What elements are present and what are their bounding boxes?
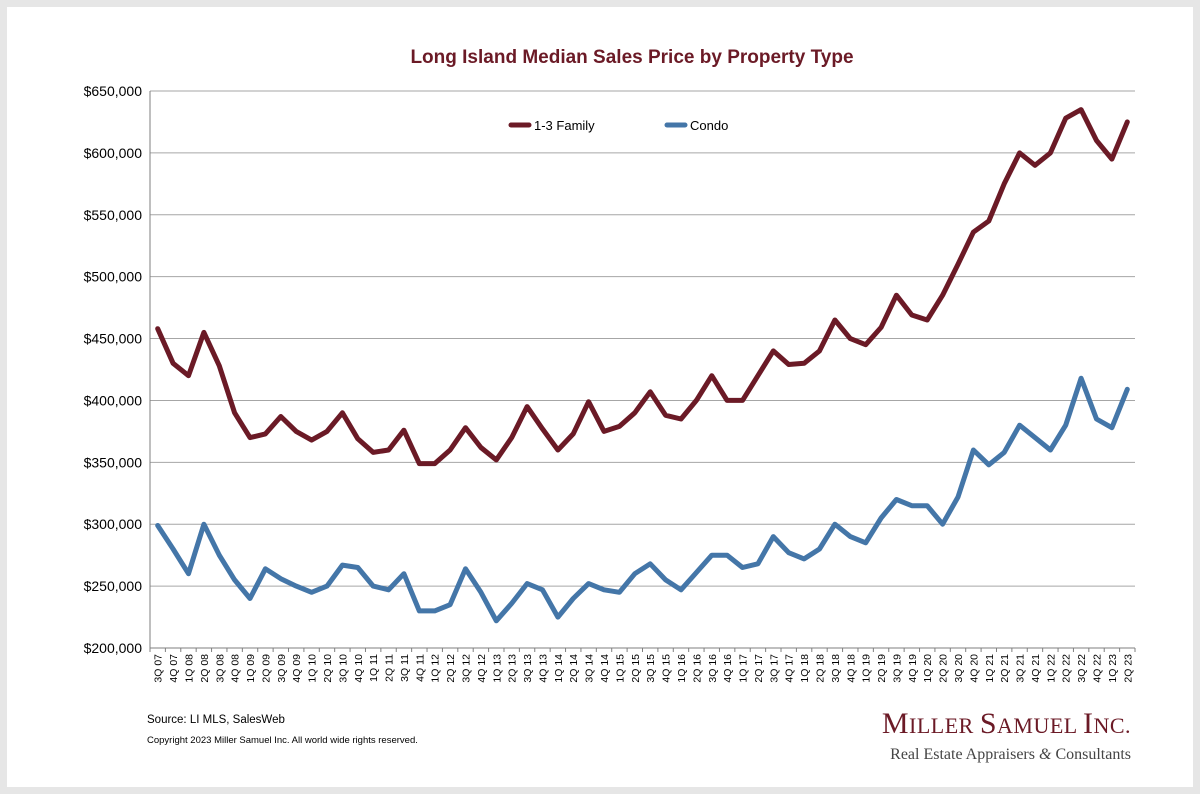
copyright-note: Copyright 2023 Miller Samuel Inc. All wo… bbox=[147, 735, 418, 746]
y-tick-label: $350,000 bbox=[84, 454, 143, 470]
x-tick-label: 2Q 11 bbox=[384, 654, 396, 682]
x-tick-label: 3Q 13 bbox=[522, 654, 534, 683]
x-tick-label: 1Q 09 bbox=[245, 654, 257, 683]
x-tick-label: 1Q 10 bbox=[307, 654, 319, 683]
x-tick-label: 1Q 22 bbox=[1045, 654, 1057, 683]
x-tick-label: 1Q 20 bbox=[922, 654, 934, 683]
logo-letter-s: S bbox=[979, 707, 998, 740]
x-tick-label: 4Q 17 bbox=[784, 654, 796, 683]
x-tick-label: 1Q 11 bbox=[368, 654, 380, 682]
legend: 1-3 Family Condo bbox=[508, 118, 728, 133]
y-tick-label: $200,000 bbox=[84, 640, 143, 656]
logo-letter-i: I bbox=[1082, 707, 1094, 740]
x-tick-label: 3Q 20 bbox=[953, 654, 965, 683]
x-tick-label: 1Q 15 bbox=[614, 654, 626, 683]
x-tick-label: 2Q 23 bbox=[1122, 654, 1134, 683]
x-tick-label: 3Q 09 bbox=[276, 654, 288, 683]
x-tick-label: 2Q 08 bbox=[199, 654, 211, 683]
y-tick-label: $250,000 bbox=[84, 578, 143, 594]
x-tick-label: 1Q 18 bbox=[799, 654, 811, 683]
y-tick-label: $650,000 bbox=[84, 83, 143, 99]
x-tick-label: 4Q 19 bbox=[907, 654, 919, 683]
x-tick-label: 2Q 22 bbox=[1061, 654, 1073, 683]
x-tick-label: 1Q 16 bbox=[676, 654, 688, 683]
source-note: Source: LI MLS, SalesWeb bbox=[147, 714, 285, 726]
logo-text-nc: NC. bbox=[1093, 713, 1131, 738]
x-tick-label: 4Q 10 bbox=[353, 654, 365, 683]
logo-tagline-after: Consultants bbox=[1051, 746, 1131, 763]
y-tick-label: $450,000 bbox=[84, 331, 143, 347]
logo-letter-m: M bbox=[881, 707, 910, 740]
x-tick-label: 3Q 11 bbox=[399, 654, 411, 682]
x-tick-label: 2Q 10 bbox=[322, 654, 334, 683]
logo-text-amuel: AMUEL bbox=[997, 713, 1083, 738]
x-tick-label: 2Q 20 bbox=[938, 654, 950, 683]
series-lines bbox=[155, 107, 1130, 624]
x-tick-label: 4Q 11 bbox=[414, 654, 426, 682]
x-tick-label: 2Q 17 bbox=[753, 654, 765, 683]
y-tick-label: $300,000 bbox=[84, 516, 143, 532]
x-tick-label: 2Q 16 bbox=[691, 654, 703, 683]
x-tick-label: 4Q 13 bbox=[537, 654, 549, 683]
x-tick-label: 4Q 20 bbox=[968, 654, 980, 683]
x-tick-label: 4Q 09 bbox=[291, 654, 303, 683]
x-tick-label: 4Q 07 bbox=[168, 654, 180, 683]
x-tick-label: 1Q 17 bbox=[738, 654, 750, 683]
chart-card: Long Island Median Sales Price by Proper… bbox=[7, 7, 1193, 787]
company-logo: MILLER SAMUEL INC. bbox=[882, 707, 1131, 741]
x-tick-label: 1Q 08 bbox=[183, 654, 195, 683]
logo-tagline-before: Real Estate Appraisers bbox=[890, 746, 1039, 763]
x-tick-label: 1Q 12 bbox=[430, 654, 442, 683]
x-tick-label: 2Q 15 bbox=[630, 654, 642, 683]
logo-tagline: Real Estate Appraisers & Consultants bbox=[890, 746, 1131, 764]
x-tick-label: 3Q 14 bbox=[584, 654, 596, 683]
chart-title: Long Island Median Sales Price by Proper… bbox=[410, 47, 853, 68]
x-tick-label: 3Q 15 bbox=[645, 654, 657, 683]
x-tick-label: 4Q 14 bbox=[599, 654, 611, 683]
y-tick-label: $500,000 bbox=[84, 269, 143, 285]
x-tick-label: 2Q 19 bbox=[876, 654, 888, 683]
x-tick-label: 3Q 17 bbox=[768, 654, 780, 683]
x-tick-label: 4Q 22 bbox=[1092, 654, 1104, 683]
legend-label: 1-3 Family bbox=[534, 118, 595, 133]
x-tick-label: 2Q 13 bbox=[507, 654, 519, 683]
x-tick-label: 3Q 07 bbox=[153, 654, 165, 683]
y-tick-label: $600,000 bbox=[84, 145, 143, 161]
y-tick-label: $400,000 bbox=[84, 392, 143, 408]
x-tick-label: 3Q 12 bbox=[461, 654, 473, 683]
series-line-condo bbox=[155, 375, 1130, 624]
x-tick-label: 2Q 09 bbox=[260, 654, 272, 683]
y-tick-label: $550,000 bbox=[84, 207, 143, 223]
x-tick-label: 4Q 12 bbox=[476, 654, 488, 683]
x-tick-label: 2Q 12 bbox=[445, 654, 457, 683]
logo-text-iller: ILLER bbox=[909, 713, 980, 738]
x-tick-label: 3Q 21 bbox=[1015, 654, 1027, 683]
x-tick-label: 2Q 14 bbox=[568, 654, 580, 683]
x-tick-label: 4Q 16 bbox=[722, 654, 734, 683]
x-tick-label: 3Q 08 bbox=[214, 654, 226, 683]
gridlines bbox=[149, 90, 1135, 649]
x-tick-label: 2Q 18 bbox=[814, 654, 826, 683]
x-axis-ticks: 3Q 07 4Q 07 1Q 08 2Q 08 3Q 08 4Q 08 1Q 09 2Q 09… bbox=[149, 648, 1136, 683]
x-tick-label: 1Q 23 bbox=[1107, 654, 1119, 683]
x-tick-label: 4Q 18 bbox=[845, 654, 857, 683]
line-chart: Long Island Median Sales Price by Proper… bbox=[84, 47, 1136, 683]
y-axis-ticks: $200,000 $250,000 $300,000 $350,000 $400,000… bbox=[84, 83, 143, 656]
legend-label: Condo bbox=[690, 118, 728, 133]
x-tick-label: 3Q 16 bbox=[707, 654, 719, 683]
x-tick-label: 4Q 08 bbox=[230, 654, 242, 683]
x-tick-label: 3Q 22 bbox=[1076, 654, 1088, 683]
x-tick-label: 1Q 14 bbox=[553, 654, 565, 683]
x-tick-label: 4Q 21 bbox=[1030, 654, 1042, 683]
x-tick-label: 4Q 15 bbox=[661, 654, 673, 683]
x-tick-label: 1Q 13 bbox=[491, 654, 503, 683]
logo-tagline-amp: & bbox=[1038, 746, 1052, 763]
x-tick-label: 3Q 18 bbox=[830, 654, 842, 683]
series-line-family bbox=[155, 107, 1130, 467]
x-tick-label: 1Q 21 bbox=[984, 654, 996, 683]
x-tick-label: 1Q 19 bbox=[861, 654, 873, 683]
x-tick-label: 3Q 19 bbox=[891, 654, 903, 683]
x-tick-label: 3Q 10 bbox=[337, 654, 349, 683]
x-tick-label: 2Q 21 bbox=[999, 654, 1011, 683]
